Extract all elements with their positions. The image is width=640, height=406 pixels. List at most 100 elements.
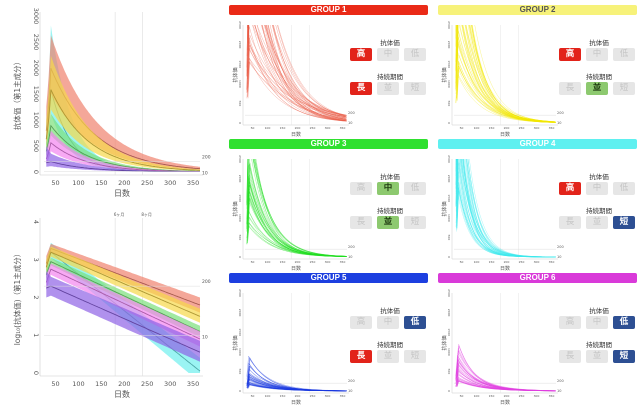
titer-option-button[interactable]: 低 [404, 316, 426, 329]
y-tick-label: 0 [447, 390, 451, 392]
duration-option-button[interactable]: 並 [586, 216, 608, 229]
hline-label: 10 [557, 255, 561, 259]
individual-line [247, 184, 347, 257]
individual-line [456, 159, 556, 258]
individual-line [455, 25, 555, 123]
individual-line [456, 25, 555, 123]
duration-option-button[interactable]: 長 [559, 216, 581, 229]
duration-option-button[interactable]: 長 [559, 82, 581, 95]
titer-option-button[interactable]: 高 [559, 182, 581, 195]
individual-line [246, 375, 346, 392]
titer-option-button[interactable]: 高 [350, 48, 372, 61]
y-axis-label: log₁₀(抗体価)（第1主成分） [12, 250, 22, 346]
individual-line [247, 181, 347, 257]
duration-option-button[interactable]: 並 [586, 350, 608, 363]
titer-option-button[interactable]: 中 [377, 48, 399, 61]
duration-option-button[interactable]: 並 [377, 82, 399, 95]
y-tick-label: 1000 [238, 348, 242, 356]
individual-line [456, 25, 556, 123]
x-tick-label: 200 [295, 394, 301, 398]
group-header: GROUP 2 [438, 5, 637, 15]
individual-line [456, 171, 556, 258]
group-header: GROUP 4 [438, 139, 637, 149]
individual-line [246, 382, 347, 392]
duration-option-button[interactable]: 短 [404, 82, 426, 95]
duration-option-button[interactable]: 長 [350, 216, 372, 229]
duration-option-button[interactable]: 長 [350, 82, 372, 95]
individual-line [247, 164, 347, 257]
duration-option-button[interactable]: 並 [377, 350, 399, 363]
y-tick-label: 1 [32, 333, 40, 337]
individual-line [456, 187, 556, 258]
y-axis-label: 抗体価 [441, 335, 448, 350]
titer-option-button[interactable]: 高 [350, 316, 372, 329]
titer-option-button[interactable]: 低 [404, 48, 426, 61]
x-tick-label: 300 [534, 260, 540, 264]
individual-line [246, 379, 346, 391]
titer-option-button[interactable]: 高 [559, 316, 581, 329]
titer-option-button[interactable]: 低 [613, 48, 635, 61]
duration-option-button[interactable]: 並 [586, 82, 608, 95]
titer-option-button[interactable]: 低 [613, 316, 635, 329]
duration-option-button[interactable]: 短 [404, 350, 426, 363]
hline-label: 200 [202, 279, 211, 285]
individual-line [455, 159, 556, 258]
duration-option-button[interactable]: 短 [404, 216, 426, 229]
duration-option-button[interactable]: 長 [559, 350, 581, 363]
y-tick-label: 1500 [447, 328, 451, 336]
individual-line [246, 159, 347, 257]
titer-option-button[interactable]: 中 [377, 182, 399, 195]
individual-line [247, 25, 346, 117]
titer-option-button[interactable]: 低 [613, 182, 635, 195]
individual-line [456, 159, 555, 258]
titer-option-button[interactable]: 低 [404, 182, 426, 195]
individual-line [246, 159, 346, 257]
individual-line [456, 62, 556, 123]
median-line-group-5 [46, 285, 201, 353]
individual-line [456, 362, 556, 391]
individual-line [456, 349, 556, 392]
y-tick-label: 0 [238, 390, 242, 392]
individual-line [247, 25, 347, 116]
titer-option-button[interactable]: 中 [377, 316, 399, 329]
duration-option-button[interactable]: 短 [613, 82, 635, 95]
y-axis-label: 抗体価 [232, 201, 239, 216]
individual-line [247, 25, 347, 121]
x-tick-label: 150 [95, 380, 107, 388]
individual-line [456, 25, 556, 123]
duration-option-button[interactable]: 並 [377, 216, 399, 229]
individual-line [456, 164, 556, 258]
x-tick-label: 100 [72, 179, 84, 187]
x-tick-label: 250 [310, 126, 316, 130]
titer-option-button[interactable]: 中 [586, 316, 608, 329]
individual-line [456, 182, 556, 258]
duration-option-button[interactable]: 短 [613, 216, 635, 229]
titer-option-button[interactable]: 高 [350, 182, 372, 195]
individual-line [247, 373, 347, 392]
individual-line [247, 382, 346, 392]
group-panel-3: GROUP 3 200 10 50 100 150 200 250 300 350 0 500 1000… [229, 139, 429, 272]
individual-line [247, 356, 346, 392]
titer-option-button[interactable]: 中 [586, 48, 608, 61]
individual-line [247, 202, 347, 257]
titer-option-button[interactable]: 中 [586, 182, 608, 195]
group-line-chart: 200 10 50 100 150 200 250 300 350 0 500 1000 1500 200… [232, 155, 355, 272]
individual-line [246, 40, 347, 122]
individual-line [246, 188, 346, 257]
duration-option-button[interactable]: 長 [350, 350, 372, 363]
individual-line [456, 25, 555, 123]
individual-line [246, 383, 347, 392]
individual-line [247, 159, 347, 257]
duration-label: 持続期間 [586, 341, 612, 349]
x-tick-label: 300 [325, 260, 331, 264]
titer-option-button[interactable]: 高 [559, 48, 581, 61]
individual-line [246, 185, 346, 257]
duration-option-button[interactable]: 短 [613, 350, 635, 363]
individual-line [247, 381, 347, 392]
individual-line [455, 25, 555, 123]
duration-label: 持続期間 [586, 73, 612, 81]
individual-line [247, 356, 347, 392]
individual-line [456, 25, 556, 122]
y-tick-label: 2000 [238, 175, 242, 183]
hline-label: 200 [557, 111, 564, 115]
